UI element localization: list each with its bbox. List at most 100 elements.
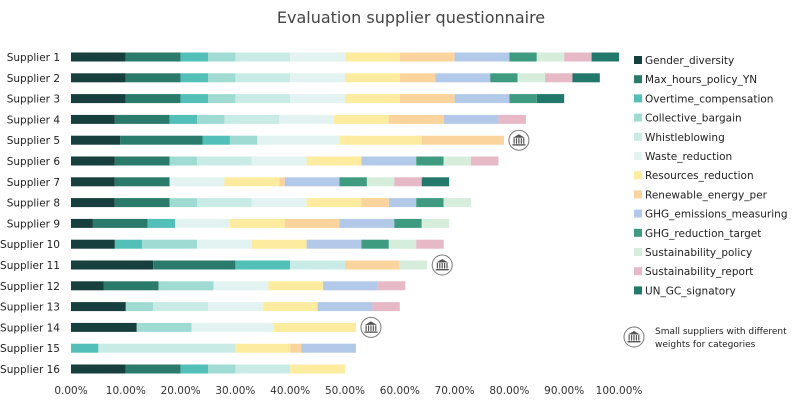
bar-segment: [208, 73, 236, 83]
legend-label: Max_hours_policy_YN: [645, 74, 757, 86]
category-label: Supplier 6: [7, 156, 61, 168]
legend-label: Waste_reduction: [645, 151, 732, 163]
bar-segment: [564, 52, 592, 62]
bar-segment: [213, 281, 269, 291]
x-tick-label: 10.00%: [106, 385, 146, 397]
bar-segment: [399, 94, 455, 104]
bar-segment: [142, 239, 198, 249]
x-tick-label: 60.00%: [380, 385, 420, 397]
bar-segment: [290, 343, 302, 353]
bar-segment: [490, 73, 518, 83]
bar-segment: [153, 260, 236, 270]
bar-segment: [208, 94, 236, 104]
bar-segment: [208, 364, 236, 374]
bar-segment: [454, 94, 510, 104]
bar-segment: [388, 239, 417, 249]
bar-segment: [114, 114, 170, 124]
bar-segment: [399, 260, 428, 270]
legend-note: Small suppliers with different weights fo…: [623, 326, 787, 350]
bar-segment: [71, 343, 99, 353]
legend-note-text: weights for categories: [655, 340, 756, 350]
legend-swatch: [634, 75, 642, 84]
bar-segment: [509, 52, 537, 62]
x-tick-label: 100.00%: [596, 385, 643, 397]
bar-segment: [301, 343, 356, 353]
bar-segment: [125, 364, 181, 374]
bar-segment: [169, 198, 198, 208]
bar-segment: [345, 94, 400, 104]
bar-segment: [290, 73, 345, 83]
x-tick-label: 50.00%: [325, 385, 365, 397]
bar-segment: [345, 52, 400, 62]
bar-segment: [345, 260, 400, 270]
legend-swatch: [634, 190, 642, 199]
bar-segment: [279, 177, 285, 187]
bar-segment: [120, 135, 203, 145]
bar-segment: [169, 177, 225, 187]
bar-segment: [394, 218, 422, 228]
bar-segment: [197, 239, 252, 249]
bar-segment: [114, 239, 143, 249]
bar-segment: [71, 364, 126, 374]
bar-segment: [235, 73, 291, 83]
category-label: Supplier 4: [7, 114, 61, 126]
bar-segment: [71, 281, 104, 291]
x-tick-label: 70.00%: [435, 385, 475, 397]
legend-swatch: [634, 286, 642, 295]
bar-segment: [71, 156, 115, 166]
category-label: Supplier 11: [0, 260, 60, 272]
x-tick-label: 90.00%: [544, 385, 584, 397]
bar-segment: [591, 52, 619, 62]
bar-segment: [399, 73, 436, 83]
legend-swatch: [634, 113, 642, 122]
bar-segment: [180, 94, 208, 104]
bar-segment: [416, 156, 444, 166]
legend-swatch: [634, 94, 642, 103]
bar-segment: [71, 322, 137, 332]
bar-segment: [71, 198, 115, 208]
bank-icon: [623, 326, 645, 348]
legend-label: Sustainability_policy: [645, 247, 752, 259]
bar-segment: [169, 156, 198, 166]
bar-segment: [317, 302, 373, 312]
bar-segment: [103, 281, 159, 291]
bar-segment: [339, 218, 395, 228]
legend-label: Gender_diversity: [645, 55, 734, 67]
bar-segment: [443, 198, 472, 208]
bar-segment: [235, 52, 291, 62]
bar-segment: [125, 302, 154, 312]
bar-segment: [416, 239, 444, 249]
bar-segment: [125, 94, 181, 104]
bar-segment: [361, 239, 389, 249]
legend-swatch: [634, 171, 642, 180]
bar-segment: [517, 73, 546, 83]
bar-segment: [71, 94, 126, 104]
bar-segment: [235, 364, 291, 374]
bar-segment: [208, 52, 236, 62]
legend-label: Resources_reduction: [645, 170, 754, 182]
bar-segment: [536, 94, 565, 104]
bar-segment: [334, 114, 389, 124]
bar-segment: [262, 302, 318, 312]
bar-segment: [416, 198, 444, 208]
bar-segment: [229, 218, 285, 228]
bar-segment: [290, 52, 345, 62]
bar-segment: [71, 260, 154, 270]
category-label: Supplier 7: [7, 177, 60, 189]
bar-segment: [71, 114, 115, 124]
bank-icon: [431, 254, 453, 276]
legend-swatch: [634, 209, 642, 218]
category-label: Supplier 2: [7, 73, 60, 85]
bar-segment: [158, 281, 214, 291]
bar-segment: [268, 281, 324, 291]
legend-label: Whistleblowing: [645, 132, 725, 144]
bar-segment: [421, 218, 450, 228]
bar-segment: [71, 135, 121, 145]
x-tick-label: 20.00%: [161, 385, 201, 397]
bar-segment: [235, 94, 291, 104]
markers-layer: [360, 129, 530, 338]
category-label: Supplier 12: [0, 281, 60, 293]
bank-icon: [508, 129, 530, 151]
bar-segment: [372, 302, 400, 312]
bar-segment: [323, 281, 378, 291]
